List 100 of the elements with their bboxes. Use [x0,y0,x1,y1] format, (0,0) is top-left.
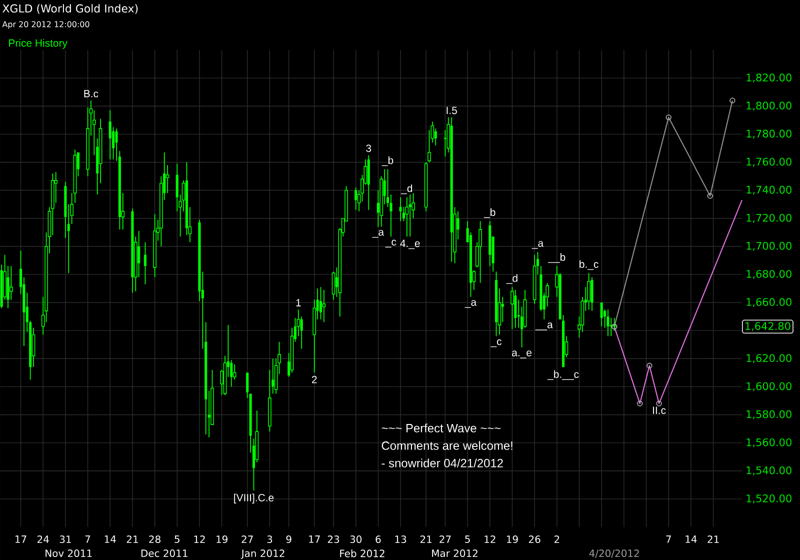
annotation: I.5 [446,106,457,114]
annotation: 2 [312,376,317,384]
x-tick-label: 30 [350,535,362,544]
y-tick-label: 1,560.00 [746,438,792,448]
y-tick-label: 1,620.00 [746,354,792,364]
candlestick [434,128,437,146]
x2-tick-label: Mar 2012 [432,549,478,558]
x-tick-label: 28 [149,535,160,544]
point [707,193,713,199]
annotation: _a [532,241,544,249]
y-tick-label: 1,680.00 [746,270,792,279]
y-tick-label: 1,760.00 [746,158,792,167]
candlestick [332,271,336,300]
y-tick-label: 1,720.00 [746,214,792,223]
x-tick-label: 17 [309,536,320,543]
annotation: 3 [366,144,372,152]
annotation: _b [382,156,394,166]
candlestick [478,220,482,284]
x-tick-label: 13 [395,535,406,544]
candlestick [514,289,517,328]
candlestick [319,286,322,320]
candlestick [587,272,590,310]
candlestick [405,196,409,238]
candlestick [354,187,358,210]
x-tick-label: 26 [528,535,540,544]
x2-tick-label: Dec 2011 [141,549,188,558]
x2-tick-label: Feb 2012 [340,549,384,558]
x-tick-label: 23 [328,535,340,544]
candlestick [108,110,112,160]
annotation: _b.__c [547,370,579,380]
annotation: II.c [653,406,666,414]
candlestick [399,196,402,222]
annotation: Comments are welcome! [382,441,512,450]
point [666,114,672,120]
y-tick-label: 1,820.00 [746,74,792,83]
candlestick [428,130,431,163]
annotation: 4._e [400,240,420,250]
y-tick-label: 1,800.00 [746,102,792,111]
x-tick-label: 27 [242,535,253,543]
x-tick-label: 17 [16,536,26,543]
x-tick-label: 7 [85,536,90,543]
x-tick-label: 9 [286,535,292,544]
annotation: _d [506,274,518,284]
x-tick-label: 3 [267,535,272,544]
annotation: _b [484,208,496,218]
candlestick [138,230,140,278]
candlestick [590,276,594,312]
annotation: a._e [512,350,532,358]
x-tick-label: 19 [216,535,228,544]
annotation: - snowrider 04/21/2012 [382,458,503,468]
y-tick-label: 1,740.00 [746,186,792,195]
annotation: __a [535,322,553,330]
annotation: _a [372,230,384,238]
y-tick-label: 1,642.80 [746,322,790,332]
candlestick [322,289,326,323]
chart-title: XGLD (World Gold Index) [2,4,138,14]
annotation: _d [400,184,412,194]
x-tick-label: 5 [465,536,470,543]
y-tick-label: 1,700.00 [746,242,792,251]
text: Price History [9,39,68,49]
annotation: __b [548,253,566,263]
x-tick-label: 24 [37,535,49,543]
candlestick [600,302,603,327]
annotation: _c [385,240,396,248]
x-tick-label: 2 [554,535,560,543]
x-tick-label: 14 [686,536,697,543]
x2-tick-label: Nov 2011 [46,549,92,558]
y-tick-label: 1,540.00 [746,466,792,476]
annotation: _c [490,339,502,348]
x-tick-label: 6 [376,535,381,544]
annotation: b._c [580,260,598,270]
x-tick-label: 27 [440,535,451,543]
annotation: [VIII].C.e [234,494,274,504]
y-tick-label: 1,520.00 [746,494,792,504]
candlestick [10,266,13,300]
x-tick-label: 21 [708,535,719,543]
y-tick-label: 1,660.00 [746,298,792,308]
x2-tick-label: Jan 2012 [240,549,284,559]
candlestick [166,164,170,194]
y-tick-label: 1,780.00 [746,130,792,139]
annotation: ~~~ Perfect Wave ~~~ [382,424,501,432]
x-tick-label: 19 [506,535,518,544]
x-tick-label: 12 [194,535,205,543]
annotation: _a [464,300,477,308]
y-tick-label: 1,600.00 [746,382,792,392]
annotation: B.c [84,90,98,98]
candlestick [510,286,514,330]
x-tick-label: 21 [420,535,432,543]
x-tick-label: 5 [174,536,180,543]
x-tick-label: 31 [60,535,71,544]
point [730,98,736,104]
y-tick-label: 1,580.00 [746,410,792,420]
x-tick-label: 14 [104,536,116,543]
candlestick [606,309,610,337]
annotation: 1 [296,299,301,306]
x-tick-label: 21 [126,535,138,543]
candlestick [144,242,146,285]
x2-tick-label: 4/20/2012 [589,549,639,558]
x-tick-label: 12 [484,535,496,543]
x-tick-label: 7 [666,536,671,543]
